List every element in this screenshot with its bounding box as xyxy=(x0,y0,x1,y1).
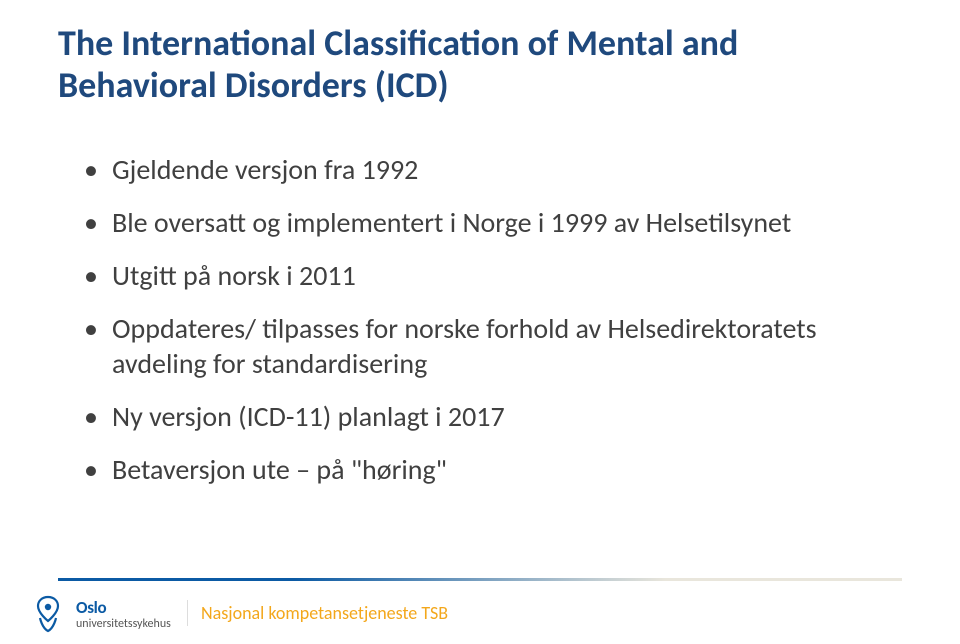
bullet-list: Gjeldende versjon fra 1992 Ble oversatt … xyxy=(84,152,884,505)
logo-text: Oslo universitetssykehus xyxy=(76,599,171,630)
logo-line1: Oslo xyxy=(76,599,171,616)
logo-line2: universitetssykehus xyxy=(76,618,171,630)
list-item: Gjeldende versjon fra 1992 xyxy=(84,152,884,187)
footer-label: Nasjonal kompetansetjeneste TSB xyxy=(201,602,448,624)
list-item: Betaversjon ute – på "høring" xyxy=(84,452,884,487)
divider-gradient xyxy=(58,578,902,581)
list-item: Ble oversatt og implementert i Norge i 1… xyxy=(84,205,884,240)
logo-icon xyxy=(28,594,68,634)
list-item: Ny versjon (ICD-11) planlagt i 2017 xyxy=(84,399,884,434)
slide-title: The International Classification of Ment… xyxy=(58,22,878,107)
footer: Oslo universitetssykehus Nasjonal kompet… xyxy=(0,578,960,644)
slide: The International Classification of Ment… xyxy=(0,0,960,644)
footer-label-cell: Nasjonal kompetansetjeneste TSB xyxy=(187,596,462,630)
list-item: Oppdateres/ tilpasses for norske forhold… xyxy=(84,311,884,381)
hospital-logo: Oslo universitetssykehus xyxy=(28,594,171,634)
list-item: Utgitt på norsk i 2011 xyxy=(84,258,884,293)
